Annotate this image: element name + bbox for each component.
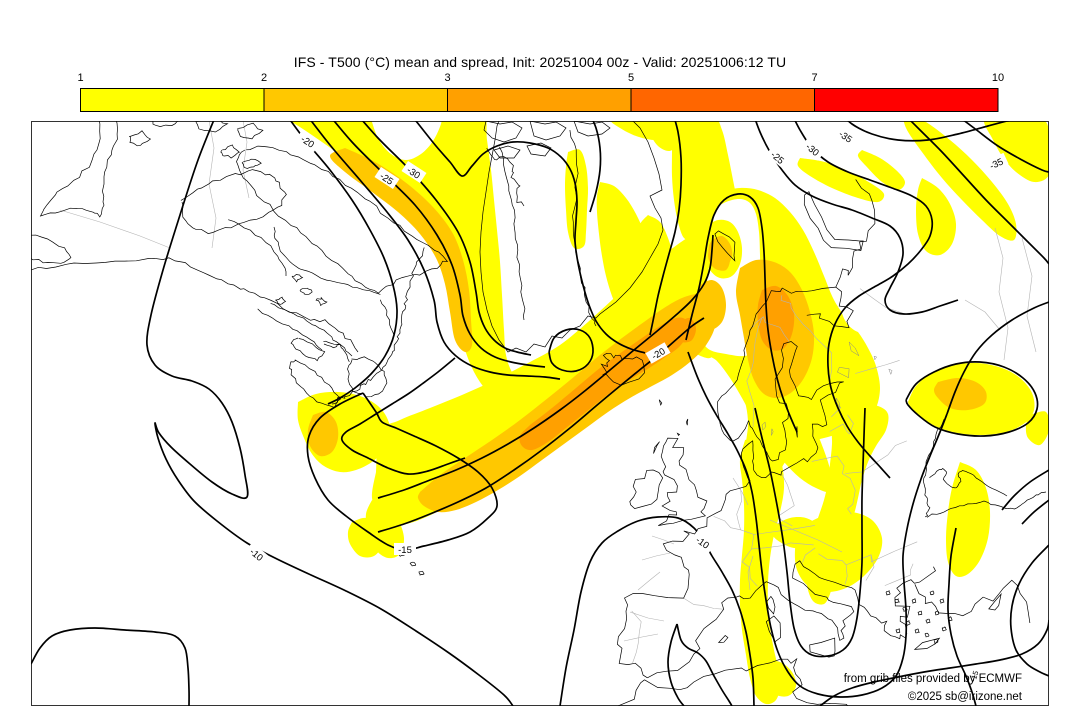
svg-text:5: 5: [628, 72, 634, 84]
svg-text:2: 2: [261, 72, 267, 84]
svg-text:-15: -15: [969, 670, 981, 683]
svg-text:IFS - T500 (°C) mean and sprea: IFS - T500 (°C) mean and spread, Init: 2…: [294, 54, 787, 70]
svg-text:-35: -35: [988, 156, 1005, 172]
svg-text:-15: -15: [398, 545, 412, 556]
svg-text:©2025 sb@irizone.net: ©2025 sb@irizone.net: [908, 691, 1023, 703]
svg-text:1: 1: [77, 72, 83, 84]
svg-text:10: 10: [992, 72, 1004, 84]
svg-text:from grib files provided by EC: from grib files provided by ECMWF: [844, 673, 1022, 685]
svg-text:3: 3: [444, 72, 450, 84]
svg-text:7: 7: [811, 72, 817, 84]
